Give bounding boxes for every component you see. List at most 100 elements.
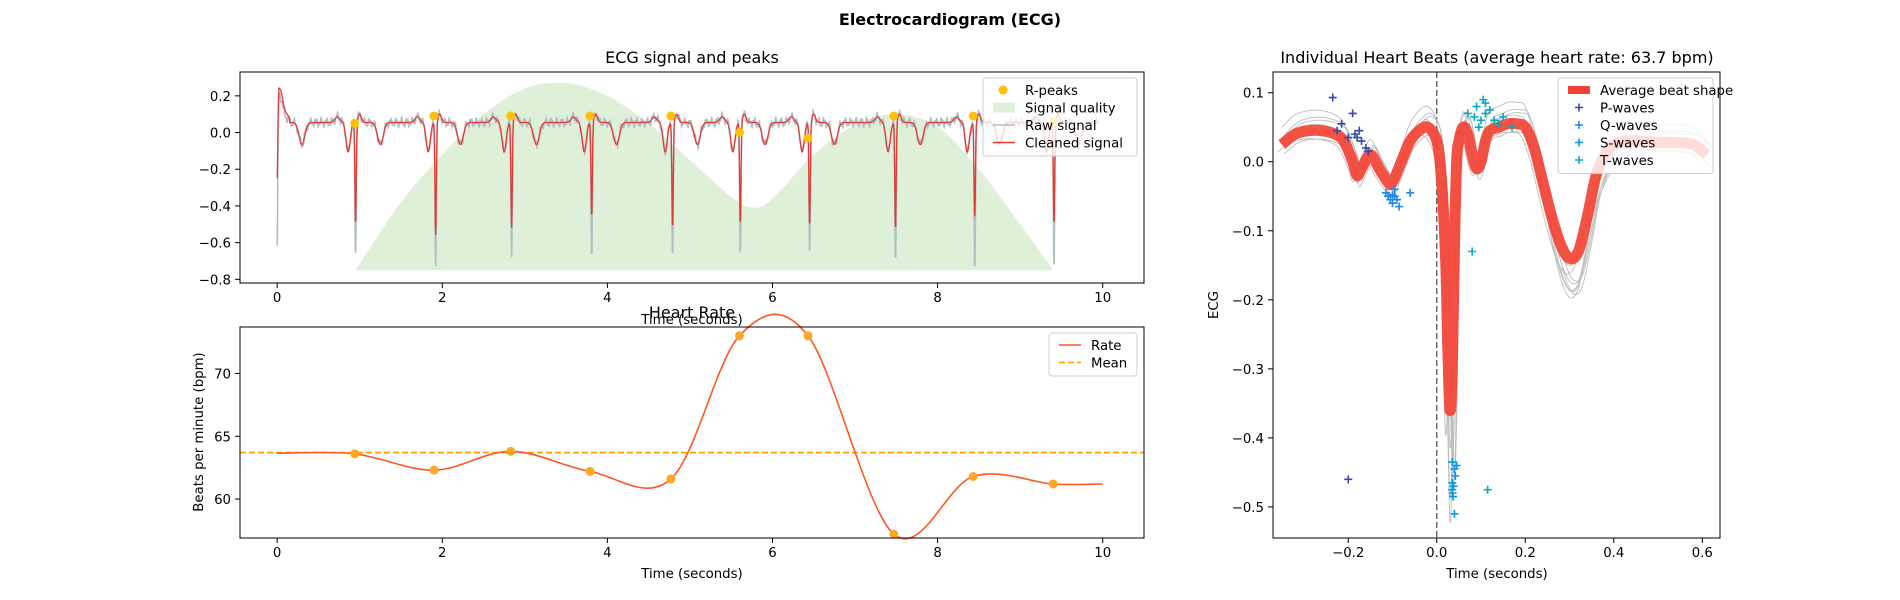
q-wave-marker [1388,199,1397,208]
p-wave-marker [1357,137,1366,146]
rate-point-marker [429,465,439,475]
s-wave-marker [1448,458,1457,467]
t-wave-marker [1490,116,1499,125]
beats-legend-frame [1557,77,1714,174]
r-peak-marker [350,118,360,128]
heart-rate-panel: Heart Rate 0 2 4 6 8 10 60 65 70 Time (seconds)… [192,303,1145,582]
ecg-y-tick-label: 0.2 [210,90,231,105]
beats-panel-title: Individual Heart Beats (average heart ra… [1280,48,1713,67]
heart-rate-line [277,313,1103,540]
ecg-y-tick-label: −0.2 [199,163,231,178]
beats-y-tick-label: −0.5 [1232,501,1264,516]
ecg-y-tick-label: −0.8 [199,273,231,288]
t-wave-marker [1507,123,1516,132]
ecg-legend: R-peaks Signal quality Raw signal Cleaned s… [982,77,1138,157]
beats-legend-label: Q-waves [1600,119,1658,134]
t-wave-marker [1470,112,1479,121]
s-wave-marker [1449,492,1458,501]
r-peak-marker [666,111,676,121]
cleaned-signal-line [276,87,1099,236]
p-wave-marker [1364,147,1373,156]
ecg-panel-title: ECG signal and peaks [605,48,779,67]
ecg-y-tick-label: −0.6 [199,237,231,252]
r-peak-marker [968,111,978,121]
ecg-x-tick-label: 0 [273,291,281,306]
q-wave-marker [1390,185,1399,194]
beats-axes-frame [1272,71,1721,539]
ecg-legend-marker [998,85,1008,95]
p-wave-marker [1344,475,1353,484]
r-peak-marker [803,133,813,143]
rate-y-tick-label: 70 [214,367,231,382]
beats-legend-plus [1575,121,1583,129]
t-wave-marker [1499,112,1508,121]
ecg-x-tick-label: 4 [603,291,611,306]
p-wave-marker [1328,93,1337,102]
rate-x-axis-label: Time (seconds) [640,567,743,582]
rate-point-marker [666,474,676,484]
rate-x-tick-label: 4 [603,546,611,561]
rate-point-marker [585,466,595,476]
heart-beats-panel: Individual Heart Beats (average heart ra… [1207,48,1733,582]
beats-x-tick-label: 0.4 [1603,546,1624,561]
rate-y-ticks: 60 65 70 [214,367,240,508]
t-wave-marker [1477,116,1486,125]
beats-y-tick-label: −0.4 [1232,432,1264,447]
beats-legend-label: Average beat shape [1600,84,1733,99]
rate-x-tick-label: 2 [438,546,446,561]
t-wave-marker [1474,123,1483,132]
q-wave-marker [1392,195,1401,204]
ecg-legend-label: Raw signal [1025,119,1097,134]
ecg-signal-panel: ECG signal and peaks 0 2 4 6 8 10 −0.8−0.6−0.… [199,48,1145,328]
r-peak-marker [585,111,595,121]
rate-axes-frame [239,326,1145,539]
ecg-legend-label: Signal quality [1025,102,1116,117]
s-wave-marker [1452,461,1461,470]
ecg-x-tick-label: 2 [438,291,446,306]
t-wave-marker [1472,102,1481,111]
beats-x-ticks: −0.2 0.0 0.2 0.4 0.6 [1332,538,1713,561]
beats-y-tick-label: −0.2 [1232,294,1264,309]
beats-legend-plus [1575,103,1583,112]
beats-x-tick-label: 0.0 [1426,546,1447,561]
rate-y-tick-label: 60 [214,493,231,508]
rate-x-tick-label: 8 [933,546,941,561]
q-wave-marker [1395,202,1404,211]
rate-panel-title: Heart Rate [649,303,735,322]
beats-legend-plus [1575,156,1583,164]
beats-y-tick-label: −0.1 [1232,225,1264,240]
p-wave-marker [1353,133,1362,142]
rate-point-marker [968,471,978,481]
beats-x-axis-label: Time (seconds) [1445,567,1548,582]
beats-plot-area [1277,72,1712,538]
average-beat-line [1278,117,1711,417]
signal-quality-area [355,82,1054,271]
r-peak-marker [734,128,744,138]
ecg-y-tick-label: −0.4 [199,200,231,215]
beats-y-tick-label: 0.0 [1243,156,1264,171]
ecg-x-tick-label: 6 [768,291,776,306]
rate-legend: Rate Mean [1048,332,1138,377]
beats-legend: Average beat shape P-waves Q-waves S-waves T… [1557,77,1733,174]
ecg-x-axis-label: Time (seconds) [640,313,743,328]
rate-x-ticks: 0 2 4 6 8 10 [273,538,1111,561]
beats-y-tick-label: −0.3 [1232,363,1264,378]
rate-legend-label: Rate [1091,339,1122,354]
beats-x-tick-label: −0.2 [1332,546,1364,561]
t-wave-marker [1468,247,1477,256]
ecg-legend-label: R-peaks [1025,84,1078,99]
ecg-plot-area [276,82,1100,271]
s-wave-marker [1451,471,1460,480]
rate-point-marker [889,529,899,539]
s-wave-marker [1449,482,1458,491]
figure-title: Electrocardiogram (ECG) [839,10,1061,29]
rate-point-marker [350,449,360,459]
rate-point-marker [734,331,744,341]
r-peak-marker [889,111,899,121]
t-wave-marker [1483,485,1492,494]
t-wave-marker [1481,109,1490,118]
rate-x-tick-label: 0 [273,546,281,561]
ecg-x-tick-label: 10 [1094,291,1111,306]
rate-y-axis-label: Beats per minute (bpm) [192,352,207,511]
